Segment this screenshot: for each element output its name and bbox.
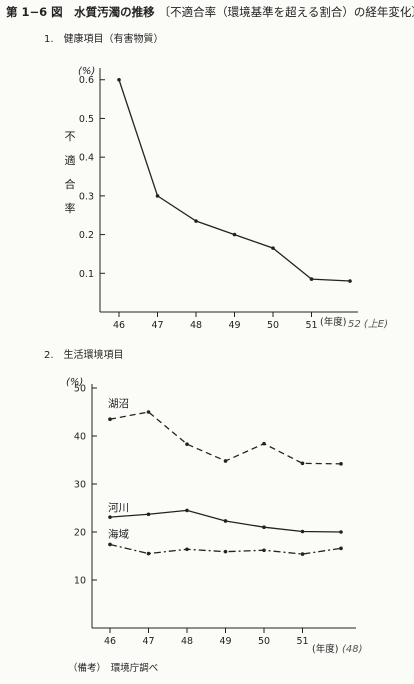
c1-data-point: [271, 246, 275, 250]
figure-note: （備考） 環境庁調べ: [68, 663, 159, 674]
section-1-heading: 1. 健康項目（有害物質）: [44, 34, 164, 45]
c2-x-axis-label: (年度): [312, 643, 338, 655]
c2-series-label: 湖沼: [108, 397, 129, 410]
c1-x-tick-label: 48: [190, 320, 202, 331]
c1-y-axis-label-char: 率: [65, 201, 76, 215]
c2-data-point: [146, 410, 151, 414]
c1-y-tick-label: 0.4: [79, 153, 94, 164]
c1-x-tick-label: 49: [228, 320, 240, 331]
c2-x-tick-label: 51: [296, 636, 308, 647]
c1-y-tick-label: 0.2: [79, 230, 94, 241]
c1-x-tick-label: 50: [267, 320, 279, 331]
c2-data-point: [300, 461, 305, 466]
c2-series-label: 海域: [108, 527, 129, 540]
c2-y-tick-label: 50: [74, 384, 86, 395]
c1-y-tick-label: 0.1: [79, 269, 94, 280]
c1-series-line-main: [118, 79, 351, 282]
c1-y-tick-label: 0.5: [79, 114, 94, 125]
c1-data-point: [117, 77, 121, 82]
c2-data-point: [108, 542, 112, 547]
c1-y-unit: (%): [78, 66, 95, 77]
c2-y-tick-label: 10: [74, 576, 86, 587]
c2-series-label: 河川: [108, 502, 129, 514]
c2-data-point: [185, 508, 189, 513]
c1-x-tick-label: 46: [113, 320, 125, 331]
c2-data-point: [262, 548, 266, 553]
c2-data-point: [108, 417, 112, 422]
c2-x-tick-label: 50: [258, 636, 270, 647]
c2-data-point: [300, 529, 305, 534]
c2-data-point: [339, 530, 343, 534]
c2-data-point: [146, 551, 151, 556]
c1-data-point: [348, 279, 352, 283]
c1-y-axis-label-char: 合: [65, 177, 76, 191]
c2-data-point: [339, 546, 343, 551]
c2-series-line-湖沼: [109, 411, 342, 465]
figure-title: 第 1−6 図 水質汚濁の推移 〔不適合率（環境基準を超える割合）の経年変化〕: [6, 4, 414, 20]
c2-x-tick-label: 49: [219, 636, 231, 647]
c1-y-axis-label-char: 適: [65, 153, 76, 167]
c2-data-point: [223, 549, 228, 554]
figure-title-main: 第 1−6 図 水質汚濁の推移: [6, 5, 155, 19]
c1-x-tick-label: 51: [305, 320, 317, 331]
c1-x-axis-label: (年度): [320, 316, 346, 328]
c2-y-tick-label: 20: [74, 528, 86, 539]
c2-data-point: [223, 459, 228, 463]
c2-handwritten-annotation: (48): [342, 644, 363, 655]
c2-y-unit: (%): [66, 377, 83, 388]
c2-y-tick-label: 30: [74, 480, 86, 491]
c2-data-point: [146, 512, 151, 517]
c2-x-tick-label: 46: [104, 636, 116, 647]
c2-x-tick-label: 47: [142, 636, 154, 647]
section-2-heading: 2. 生活環境項目: [44, 350, 124, 361]
c2-data-point: [185, 547, 189, 552]
c2-x-tick-label: 48: [181, 636, 193, 647]
c1-y-tick-label: 0.6: [79, 75, 94, 86]
c1-handwritten-annotation: 52 (上E): [348, 318, 388, 330]
c2-data-point: [339, 462, 343, 466]
c1-data-point: [309, 277, 314, 281]
c2-data-point: [223, 519, 228, 523]
c1-data-point: [232, 232, 237, 237]
c1-data-point: [155, 194, 160, 198]
figure-subtitle: 〔不適合率（環境基準を超える割合）の経年変化〕: [158, 5, 414, 19]
c2-data-point: [262, 525, 266, 529]
c2-data-point: [262, 441, 266, 446]
c1-y-tick-label: 0.3: [79, 191, 94, 202]
c1-data-point: [194, 219, 198, 223]
c2-data-point: [300, 552, 305, 556]
c2-data-point: [108, 515, 112, 519]
c1-y-axis-label-char: 不: [65, 130, 76, 143]
c1-x-tick-label: 47: [151, 320, 163, 331]
c2-data-point: [185, 442, 189, 446]
c2-y-tick-label: 40: [74, 432, 86, 443]
